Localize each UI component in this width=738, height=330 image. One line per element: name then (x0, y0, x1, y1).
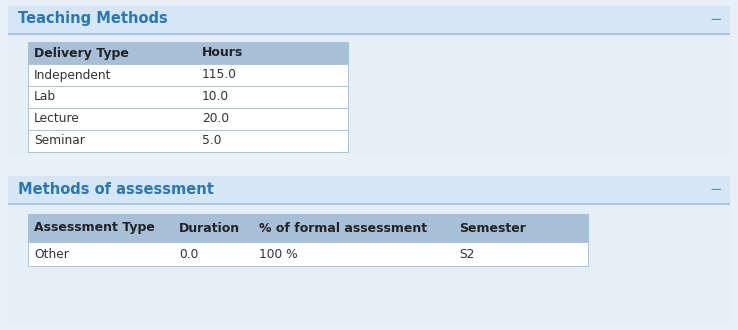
Text: Duration: Duration (179, 221, 240, 235)
Text: Seminar: Seminar (34, 135, 85, 148)
Text: 100 %: 100 % (259, 248, 297, 260)
Text: Hours: Hours (202, 47, 244, 59)
Bar (28, 64, 348, 86)
Text: Other: Other (34, 248, 69, 260)
Text: 115.0: 115.0 (202, 69, 237, 82)
FancyBboxPatch shape (6, 4, 732, 34)
Text: % of formal assessment: % of formal assessment (259, 221, 427, 235)
Text: −: − (709, 12, 722, 26)
Text: Methods of assessment: Methods of assessment (18, 182, 214, 196)
Text: Assessment Type: Assessment Type (34, 221, 155, 235)
Text: Semester: Semester (459, 221, 526, 235)
Text: 20.0: 20.0 (202, 113, 229, 125)
Bar (28, 242, 588, 266)
Bar (28, 214, 588, 242)
Text: Independent: Independent (34, 69, 111, 82)
Text: Teaching Methods: Teaching Methods (18, 12, 168, 26)
FancyBboxPatch shape (6, 4, 732, 156)
Text: Lab: Lab (34, 90, 56, 104)
Text: 5.0: 5.0 (202, 135, 221, 148)
Bar (28, 86, 348, 108)
Bar (28, 108, 348, 130)
Text: Lecture: Lecture (34, 113, 80, 125)
FancyBboxPatch shape (6, 174, 732, 204)
Bar (28, 42, 348, 64)
Text: 10.0: 10.0 (202, 90, 229, 104)
Bar (28, 130, 348, 152)
Text: −: − (709, 182, 722, 196)
Text: Delivery Type: Delivery Type (34, 47, 129, 59)
Text: 0.0: 0.0 (179, 248, 199, 260)
Text: S2: S2 (459, 248, 475, 260)
FancyBboxPatch shape (6, 174, 732, 326)
